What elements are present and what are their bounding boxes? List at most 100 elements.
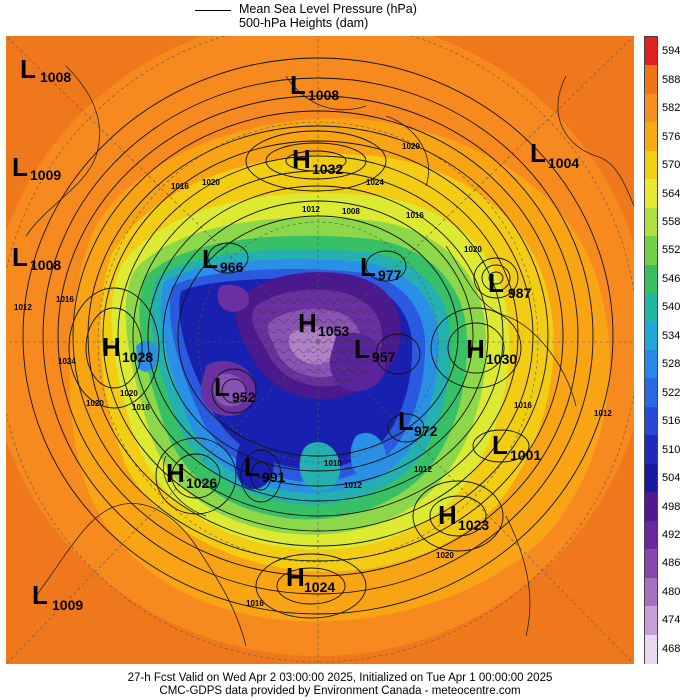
isobar-label-20: 1020 bbox=[464, 245, 482, 254]
colorbar-swatch bbox=[645, 350, 657, 379]
colorbar-label: 510 bbox=[662, 443, 680, 456]
svg-text:H: H bbox=[438, 500, 457, 530]
pressure-center-15: L 972 bbox=[398, 406, 438, 439]
svg-text:957: 957 bbox=[372, 349, 396, 365]
isobar-label-8: 1016 bbox=[56, 295, 74, 304]
polar-contour-texture bbox=[252, 289, 383, 387]
colorbar-label: 558 bbox=[662, 215, 680, 228]
colorbar-label: 486 bbox=[662, 557, 680, 570]
svg-text:1001: 1001 bbox=[510, 447, 541, 463]
isobar-label-5: 1012 bbox=[302, 205, 320, 214]
colorbar-swatch bbox=[645, 321, 657, 351]
svg-text:1008: 1008 bbox=[30, 257, 61, 273]
colorbar-swatch bbox=[645, 207, 657, 237]
pressure-center-16: L 1001 bbox=[492, 430, 541, 463]
pressure-center-1: L 1008 bbox=[20, 54, 71, 85]
colorbar-swatch bbox=[645, 463, 657, 493]
colorbar-label: 492 bbox=[662, 528, 680, 541]
height-colorbar bbox=[644, 36, 658, 664]
svg-text:L: L bbox=[354, 334, 370, 364]
svg-text:L: L bbox=[244, 452, 260, 482]
pressure-center-4: L 1004 bbox=[530, 138, 579, 171]
svg-text:H: H bbox=[298, 308, 317, 338]
isobars bbox=[22, 57, 614, 619]
pressure-center-labels: L 1008 L 1008 H 1032 L 1004 L 1009 L 100… bbox=[12, 54, 579, 613]
isobar-label-1: 1020 bbox=[402, 142, 420, 151]
colorbar-swatch bbox=[645, 577, 657, 607]
colorbar-label: 474 bbox=[662, 614, 680, 627]
svg-text:966: 966 bbox=[220, 259, 244, 275]
svg-text:1030: 1030 bbox=[486, 351, 517, 367]
pressure-center-2: L 1008 bbox=[290, 70, 339, 103]
colorbar-swatch bbox=[645, 378, 657, 408]
colorbar-label: 516 bbox=[662, 415, 680, 428]
svg-text:L: L bbox=[12, 152, 28, 182]
colorbar-label: 540 bbox=[662, 301, 680, 314]
svg-text:972: 972 bbox=[414, 423, 438, 439]
colorbar-label: 588 bbox=[662, 73, 680, 86]
svg-text:H: H bbox=[292, 144, 311, 174]
isobar-label-11: 1024 bbox=[58, 357, 76, 366]
svg-text:L: L bbox=[398, 406, 414, 436]
colorbar-label: 570 bbox=[662, 159, 680, 172]
colorbar-label: 528 bbox=[662, 358, 680, 371]
isobar-label-19: 1012 bbox=[344, 481, 362, 490]
svg-text:H: H bbox=[286, 562, 305, 592]
pressure-center-17: H 1026 bbox=[166, 458, 217, 491]
colorbar-label: 498 bbox=[662, 500, 680, 513]
colorbar-swatch bbox=[645, 406, 657, 436]
pressure-center-3: H 1032 bbox=[292, 144, 343, 177]
svg-text:L: L bbox=[202, 244, 218, 274]
colorbar-label: 564 bbox=[662, 187, 680, 200]
colorbar-swatch bbox=[645, 236, 657, 266]
svg-text:952: 952 bbox=[232, 389, 256, 405]
isobar-line-sample bbox=[195, 10, 231, 11]
colorbar-label: 546 bbox=[662, 272, 680, 285]
map-legend: Mean Sea Level Pressure (hPa) 500-hPa He… bbox=[195, 2, 495, 32]
forecast-valid-time: 27-h Fcst Valid on Wed Apr 2 03:00:00 20… bbox=[127, 672, 553, 684]
isobar-label-17: 1020 bbox=[436, 551, 454, 560]
svg-text:L: L bbox=[360, 252, 376, 282]
isobar-label-9: 1016 bbox=[514, 401, 532, 410]
isobar-label-15: 1016 bbox=[132, 403, 150, 412]
colorbar-label: 594 bbox=[662, 45, 680, 58]
pressure-center-14: L 952 bbox=[214, 372, 256, 405]
colorbar-label: 552 bbox=[662, 244, 680, 257]
colorbar-swatch bbox=[645, 93, 657, 123]
svg-text:1032: 1032 bbox=[312, 161, 343, 177]
svg-text:1008: 1008 bbox=[308, 87, 339, 103]
colorbar-swatch bbox=[645, 606, 657, 636]
heights-legend-label: 500-hPa Heights (dam) bbox=[239, 16, 369, 30]
svg-text:L: L bbox=[492, 430, 508, 460]
svg-text:L: L bbox=[12, 242, 28, 272]
isobar-label-7: 1016 bbox=[406, 211, 424, 220]
pressure-center-8: L 977 bbox=[360, 252, 402, 283]
isobar-label-4: 1020 bbox=[202, 178, 220, 187]
svg-text:1024: 1024 bbox=[304, 579, 335, 595]
data-credit: CMC-GDPS data provided by Environment Ca… bbox=[159, 685, 521, 697]
svg-text:1009: 1009 bbox=[52, 597, 83, 613]
colorbar-swatch bbox=[645, 549, 657, 579]
colorbar-swatch bbox=[645, 492, 657, 522]
pressure-center-18: L 991 bbox=[244, 452, 286, 485]
pressure-center-20: H 1024 bbox=[286, 562, 335, 595]
colorbar-swatch bbox=[645, 520, 657, 550]
pressure-center-7: L 966 bbox=[202, 244, 244, 275]
colorbar-label: 522 bbox=[662, 386, 680, 399]
isobar-label-3: 1016 bbox=[171, 182, 189, 191]
pressure-center-12: H 1028 bbox=[102, 332, 153, 365]
colorbar-swatch bbox=[645, 293, 657, 323]
colorbar-label: 468 bbox=[662, 642, 680, 655]
colorbar-swatch bbox=[645, 264, 657, 294]
isobar-label-13: 1012 bbox=[594, 409, 612, 418]
colorbar-label: 534 bbox=[662, 329, 680, 342]
coastlines bbox=[25, 65, 634, 647]
isobar-label-6: 1008 bbox=[342, 207, 360, 216]
colorbar-label: 504 bbox=[662, 472, 680, 485]
isobar-label-2: 1024 bbox=[366, 178, 384, 187]
pressure-center-21: L 1009 bbox=[32, 580, 83, 613]
isobar-label-16: 1012 bbox=[414, 465, 432, 474]
svg-text:L: L bbox=[290, 70, 306, 100]
svg-text:977: 977 bbox=[378, 267, 402, 283]
svg-text:1026: 1026 bbox=[186, 475, 217, 491]
